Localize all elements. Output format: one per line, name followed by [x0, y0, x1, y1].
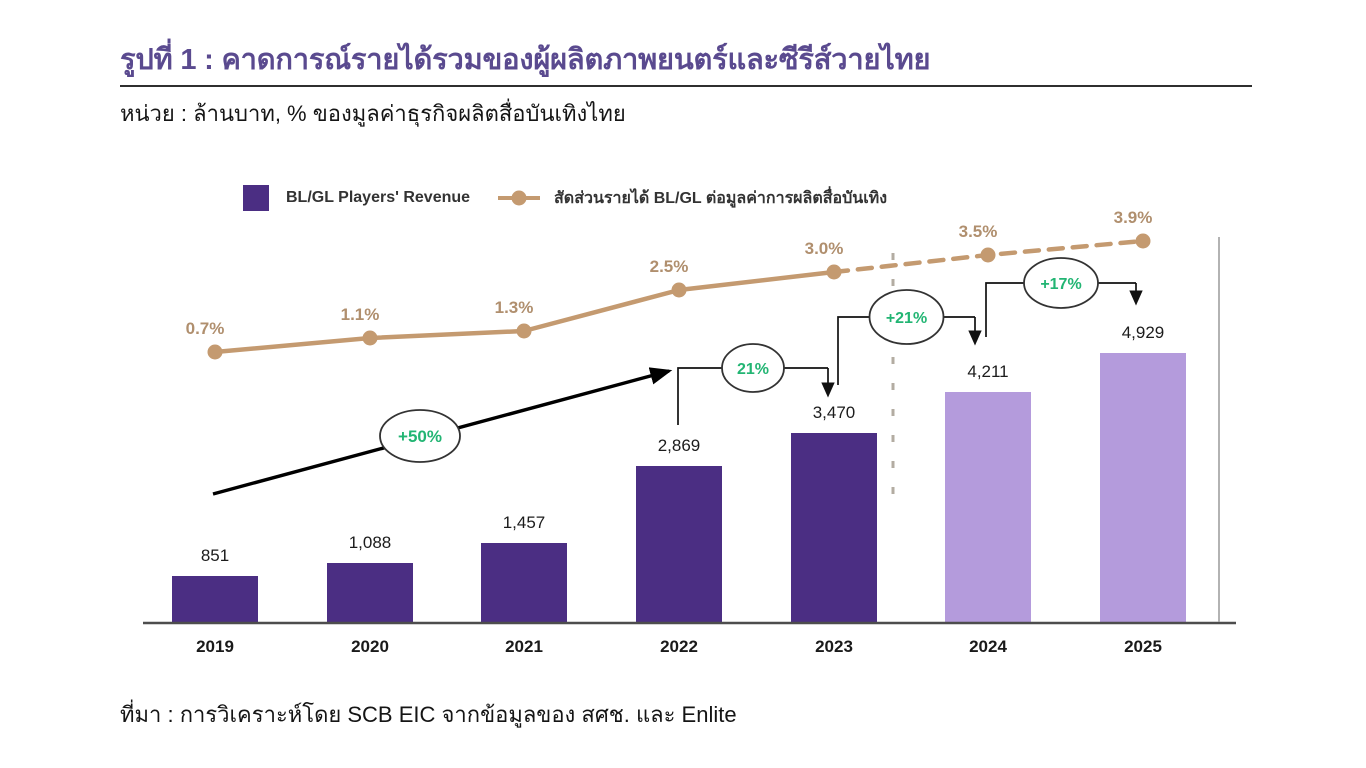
x-axis-label-2022: 2022 — [660, 637, 698, 656]
line-point-2024 — [980, 247, 996, 263]
x-axis-label-2024: 2024 — [969, 637, 1007, 656]
line-value-2019: 0.7% — [185, 319, 225, 338]
line-point-2025 — [1135, 233, 1151, 249]
line-value-2023: 3.0% — [804, 239, 844, 258]
bar-2019 — [172, 576, 258, 623]
line-value-2024: 3.5% — [958, 222, 998, 241]
x-axis-label-2023: 2023 — [815, 637, 853, 656]
bar-2024 — [945, 392, 1031, 623]
legend-bar-label: BL/GL Players' Revenue — [286, 189, 471, 206]
x-axis-label-2020: 2020 — [351, 637, 389, 656]
line-point-2019 — [207, 344, 223, 360]
bar-2020 — [327, 563, 413, 623]
bar-2023 — [791, 433, 877, 623]
line-point-2023 — [826, 264, 842, 280]
line-point-2022 — [671, 282, 687, 298]
bar-value-2022: 2,869 — [657, 436, 701, 455]
growth-arrow-2019-2022 — [212, 367, 673, 496]
figure-title: รูปที่ 1 : คาดการณ์รายได้รวมของผู้ผลิตภา… — [120, 44, 931, 76]
source-note: ที่มา : การวิเคราะห์โดย SCB EIC จากข้อมู… — [120, 702, 737, 727]
growth-ellipse-2023-2024 — [868, 289, 945, 345]
bar-value-2020: 1,088 — [348, 533, 392, 552]
bar-2025 — [1100, 353, 1186, 623]
unit-label: หน่วย : ล้านบาท, % ของมูลค่าธุรกิจผลิตสื… — [120, 101, 626, 126]
line-value-2025: 3.9% — [1113, 208, 1153, 227]
chart-legend: BL/GL Players' Revenue สัดส่วนรายได้ BL/… — [243, 185, 887, 211]
line-value-2021: 1.3% — [494, 298, 534, 317]
line-point-2020 — [362, 330, 378, 346]
bar-value-2025: 4,929 — [1121, 323, 1165, 342]
bar-value-2023: 3,470 — [812, 403, 856, 422]
line-value-2020: 1.1% — [340, 305, 380, 324]
line-value-2022: 2.5% — [649, 257, 689, 276]
growth-ellipse-50 — [379, 409, 461, 463]
x-axis-label-2019: 2019 — [196, 637, 234, 656]
bar-value-2021: 1,457 — [502, 513, 546, 532]
legend-line-label: สัดส่วนรายได้ BL/GL ต่อมูลค่าการผลิตสื่อ… — [554, 189, 888, 207]
x-axis-label-2025: 2025 — [1124, 637, 1162, 656]
line-point-2021 — [516, 323, 532, 339]
legend-line-marker-icon — [498, 190, 541, 206]
growth-label-2022-2023: 21% — [737, 361, 769, 378]
legend-bar-swatch-icon — [243, 185, 269, 211]
title-underline — [120, 85, 1252, 87]
bar-value-2024: 4,211 — [967, 362, 1009, 381]
growth-label-50: +50% — [398, 427, 442, 446]
bar-2022 — [636, 466, 722, 623]
growth-label-2023-2024: +21% — [886, 310, 927, 327]
bar-value-2019: 851 — [200, 546, 230, 565]
growth-ellipse-2024-2025 — [1023, 257, 1099, 309]
growth-ellipse-2022-2023 — [721, 343, 785, 393]
growth-label-2024-2025: +17% — [1040, 276, 1081, 293]
x-axis-label-2021: 2021 — [505, 637, 543, 656]
revenue-share-line-dashed-forecast — [831, 238, 1146, 275]
bar-2021 — [481, 543, 567, 623]
